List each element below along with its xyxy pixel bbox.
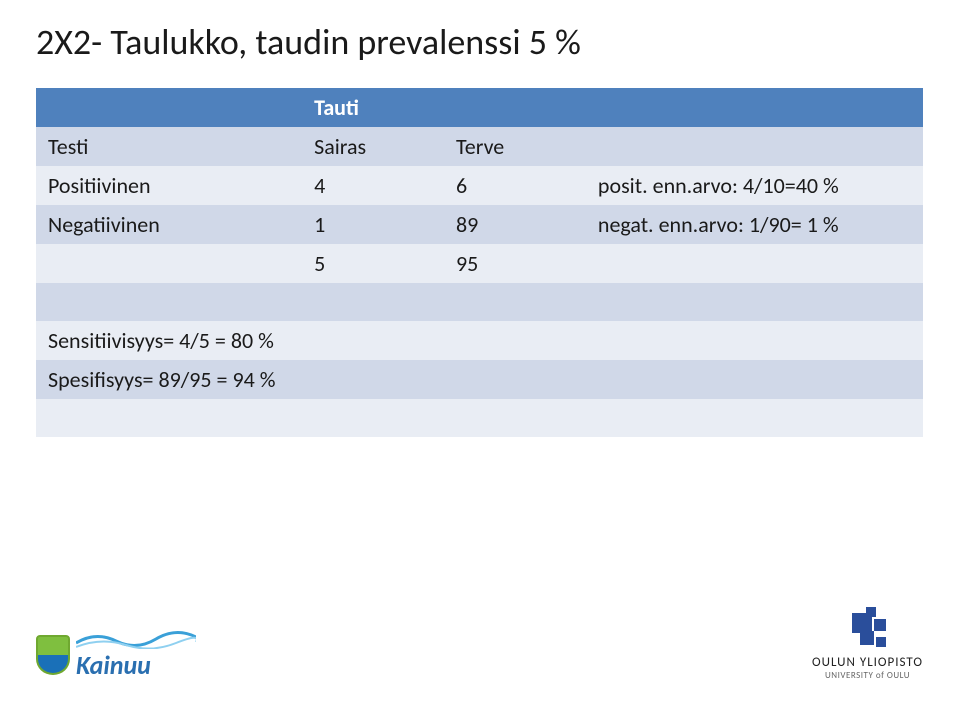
- cell-note: [586, 399, 923, 437]
- cell-sens: Sensitiivisyys= 4/5 = 80 %: [36, 321, 444, 360]
- hdr-tauti: Tauti: [302, 88, 444, 127]
- cell-val: [444, 283, 586, 321]
- cell-label: [36, 399, 302, 437]
- cell-val: [444, 360, 586, 399]
- table-row: [36, 399, 923, 437]
- table-row: Spesifisyys= 89/95 = 94 %: [36, 360, 923, 399]
- cell-val: [302, 399, 444, 437]
- oulu-name: OULUN YLIOPISTO: [812, 655, 923, 670]
- cell-val: 5: [302, 244, 444, 283]
- table-row: [36, 283, 923, 321]
- cell-note: [586, 360, 923, 399]
- contingency-table: Tauti Testi Sairas Terve Positiivinen 4 …: [36, 88, 923, 437]
- shield-icon: [36, 635, 70, 675]
- cell-note: [586, 321, 923, 360]
- table-row: 5 95: [36, 244, 923, 283]
- sub-testi: Testi: [36, 127, 302, 166]
- cell-val: 1: [302, 205, 444, 244]
- slide-title: 2X2- Taulukko, taudin prevalenssi 5 %: [36, 20, 923, 64]
- table-subheader-row: Testi Sairas Terve: [36, 127, 923, 166]
- cell-val: 89: [444, 205, 586, 244]
- cell-val: [444, 321, 586, 360]
- table-row: Sensitiivisyys= 4/5 = 80 %: [36, 321, 923, 360]
- cell-label: [36, 283, 302, 321]
- table-header-row: Tauti: [36, 88, 923, 127]
- oulu-subname: UNIVERSITY of OULU: [825, 670, 910, 681]
- oulu-mark-icon: [846, 607, 890, 651]
- table-row: Negatiivinen 1 89 negat. enn.arvo: 1/90=…: [36, 205, 923, 244]
- cell-note: negat. enn.arvo: 1/90= 1 %: [586, 205, 923, 244]
- cell-spes: Spesifisyys= 89/95 = 94 %: [36, 360, 444, 399]
- kainuu-name: Kainuu: [76, 649, 196, 681]
- cell-label: Positiivinen: [36, 166, 302, 205]
- hdr-blank2: [444, 88, 586, 127]
- cell-val: 6: [444, 166, 586, 205]
- cell-label: Negatiivinen: [36, 205, 302, 244]
- wave-icon: [76, 629, 196, 649]
- sub-blank: [586, 127, 923, 166]
- cell-note: [586, 283, 923, 321]
- cell-val: 95: [444, 244, 586, 283]
- cell-val: [444, 399, 586, 437]
- cell-note: [586, 244, 923, 283]
- hdr-blank3: [586, 88, 923, 127]
- cell-val: [302, 283, 444, 321]
- hdr-blank: [36, 88, 302, 127]
- table-row: Positiivinen 4 6 posit. enn.arvo: 4/10=4…: [36, 166, 923, 205]
- oulu-logo: OULUN YLIOPISTO UNIVERSITY of OULU: [812, 607, 923, 681]
- sub-terve: Terve: [444, 127, 586, 166]
- cell-note: posit. enn.arvo: 4/10=40 %: [586, 166, 923, 205]
- sub-sairas: Sairas: [302, 127, 444, 166]
- kainuu-logo: Kainuu: [36, 629, 196, 681]
- cell-label: [36, 244, 302, 283]
- cell-val: 4: [302, 166, 444, 205]
